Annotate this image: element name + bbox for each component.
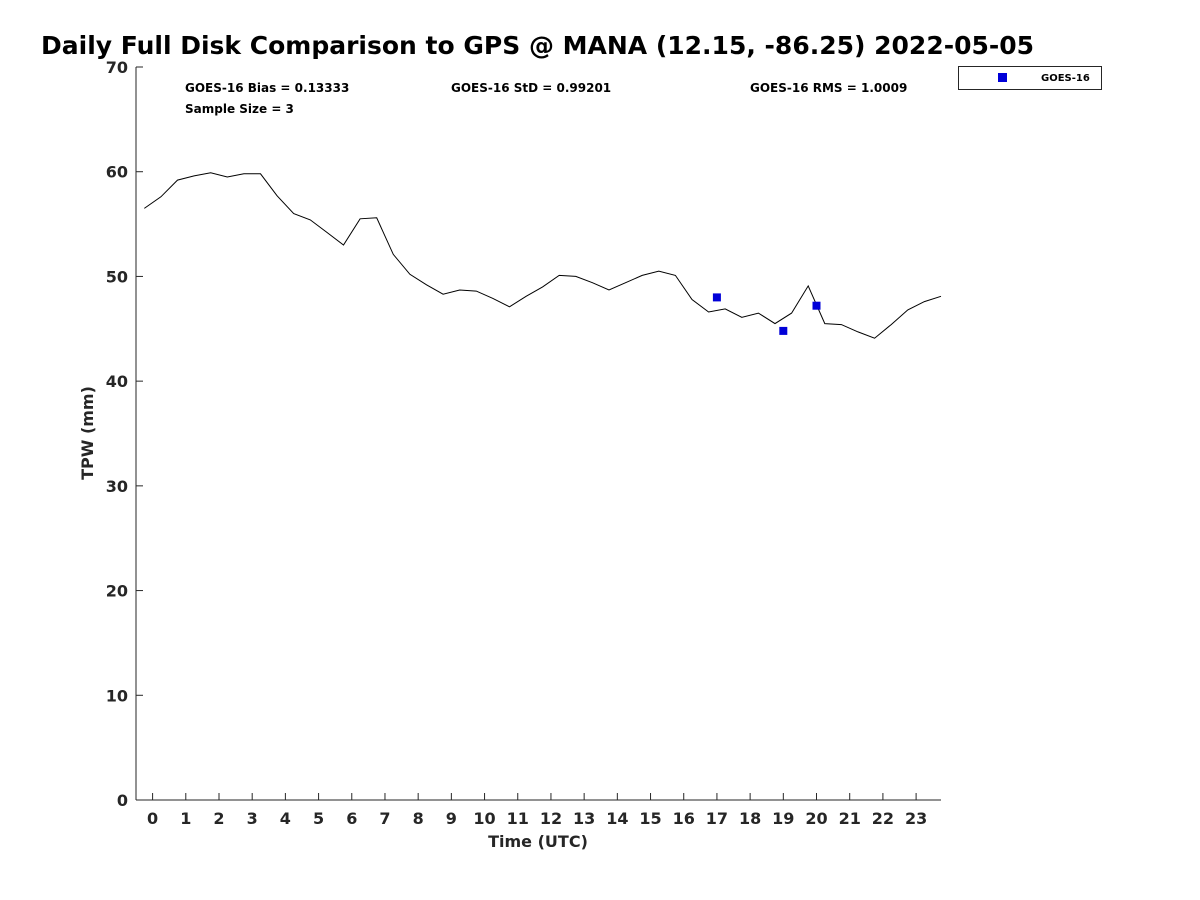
y-ticks: 0 10 20 30 40 50 60 70 (106, 58, 143, 810)
y-tick-label: 40 (106, 372, 128, 391)
chart-title: Daily Full Disk Comparison to GPS @ MANA… (41, 31, 1034, 60)
x-tick-label: 6 (346, 809, 357, 828)
x-tick-label: 16 (673, 809, 695, 828)
x-tick-label: 3 (247, 809, 258, 828)
y-tick-label: 50 (106, 267, 128, 286)
x-tick-label: 5 (313, 809, 324, 828)
y-axis-label: TPW (mm) (78, 386, 97, 480)
x-tick-label: 1 (180, 809, 191, 828)
x-axis-label: Time (UTC) (488, 832, 588, 851)
x-tick-label: 15 (639, 809, 661, 828)
legend-box (958, 66, 1102, 90)
goes16-point (779, 326, 788, 335)
x-tick-label: 10 (473, 809, 495, 828)
y-tick-label: 20 (106, 582, 128, 601)
x-tick-label: 22 (872, 809, 894, 828)
y-tick-label: 10 (106, 686, 128, 705)
x-ticks: 0 1 2 3 4 5 6 7 8 9 10 11 12 13 14 15 16 17 18 19 20 21 22 23 (147, 793, 927, 828)
x-tick-label: 17 (706, 809, 728, 828)
x-tick-label: 4 (280, 809, 291, 828)
y-tick-label: 70 (106, 58, 128, 77)
plot-area: 0 1 2 3 4 5 6 7 8 9 10 11 12 13 14 15 16 17 18 19 20 21 22 23 0… (106, 58, 942, 828)
legend: GOES-16 (958, 66, 1102, 90)
gps-series-line (144, 172, 942, 339)
x-tick-label: 20 (805, 809, 827, 828)
y-tick-label: 30 (106, 477, 128, 496)
sample-size-stat: Sample Size = 3 (185, 102, 294, 116)
rms-stat: GOES-16 RMS = 1.0009 (750, 81, 907, 95)
x-tick-label: 23 (905, 809, 927, 828)
x-tick-label: 8 (413, 809, 424, 828)
bias-stat: GOES-16 Bias = 0.13333 (185, 81, 349, 95)
std-stat: GOES-16 StD = 0.99201 (451, 81, 611, 95)
x-tick-label: 7 (379, 809, 390, 828)
x-tick-label: 21 (839, 809, 861, 828)
y-tick-label: 0 (117, 791, 128, 810)
x-tick-label: 9 (446, 809, 457, 828)
x-tick-label: 18 (739, 809, 761, 828)
goes16-markers (712, 293, 821, 335)
x-tick-label: 14 (606, 809, 628, 828)
goes16-point (712, 293, 721, 302)
x-tick-label: 12 (540, 809, 562, 828)
x-tick-label: 2 (213, 809, 224, 828)
legend-marker-goes16 (998, 73, 1007, 82)
x-tick-label: 13 (573, 809, 595, 828)
y-tick-label: 60 (106, 163, 128, 182)
goes16-point (812, 301, 821, 310)
x-tick-label: 11 (507, 809, 529, 828)
legend-label-goes16: GOES-16 (1041, 73, 1090, 84)
x-tick-label: 0 (147, 809, 158, 828)
x-tick-label: 19 (772, 809, 794, 828)
